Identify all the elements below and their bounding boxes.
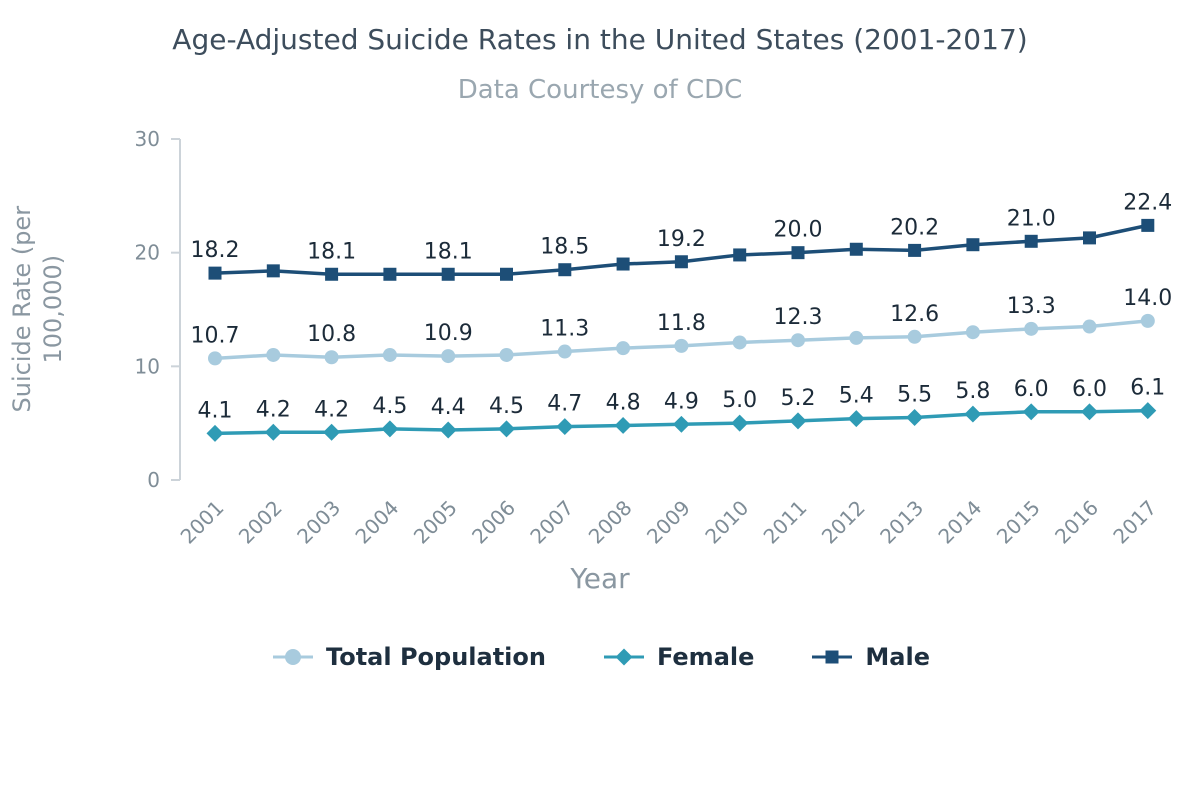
svg-text:2001: 2001 xyxy=(176,495,229,548)
svg-text:4.5: 4.5 xyxy=(489,393,524,418)
svg-text:4.2: 4.2 xyxy=(256,397,291,422)
svg-text:2015: 2015 xyxy=(992,495,1045,548)
svg-text:20.0: 20.0 xyxy=(774,217,823,242)
svg-text:20.2: 20.2 xyxy=(890,215,939,240)
svg-text:2005: 2005 xyxy=(409,495,462,548)
svg-text:4.2: 4.2 xyxy=(314,397,349,422)
svg-text:18.1: 18.1 xyxy=(424,239,473,264)
svg-text:2012: 2012 xyxy=(817,495,870,548)
svg-text:2004: 2004 xyxy=(350,495,403,548)
svg-text:5.0: 5.0 xyxy=(722,388,757,413)
svg-text:6.0: 6.0 xyxy=(1014,376,1049,401)
svg-text:13.3: 13.3 xyxy=(1007,293,1056,318)
svg-text:2007: 2007 xyxy=(525,495,578,548)
svg-text:18.5: 18.5 xyxy=(540,234,589,259)
legend-label-total-population: Total Population xyxy=(326,642,546,671)
svg-text:4.7: 4.7 xyxy=(547,391,582,416)
legend: Total Population Female Male xyxy=(0,643,1200,671)
svg-text:2017: 2017 xyxy=(1108,495,1161,548)
svg-text:4.4: 4.4 xyxy=(431,395,466,420)
svg-text:5.8: 5.8 xyxy=(955,379,990,404)
svg-text:10.9: 10.9 xyxy=(424,321,473,346)
series-male xyxy=(208,218,1155,281)
svg-text:0: 0 xyxy=(147,468,160,492)
svg-text:2010: 2010 xyxy=(700,495,753,548)
svg-text:5.5: 5.5 xyxy=(897,382,932,407)
svg-text:2014: 2014 xyxy=(933,495,986,548)
circle-marker-icon xyxy=(273,648,314,665)
svg-text:10.7: 10.7 xyxy=(191,323,240,348)
svg-text:2008: 2008 xyxy=(584,495,637,548)
svg-text:11.3: 11.3 xyxy=(540,316,589,341)
svg-text:2013: 2013 xyxy=(875,495,928,548)
svg-text:12.6: 12.6 xyxy=(890,301,939,326)
x-axis-label: Year xyxy=(570,561,630,595)
svg-text:4.9: 4.9 xyxy=(664,389,699,414)
series-female xyxy=(206,401,1157,442)
legend-item-female[interactable]: Female xyxy=(601,643,754,671)
svg-text:11.8: 11.8 xyxy=(657,310,706,335)
legend-label-male: Male xyxy=(865,642,930,671)
series-labels-total-population: 10.7 10.8 10.9 11.3 11.8 12.3 12.6 13.3 14.0 xyxy=(191,285,1173,348)
legend-label-female: Female xyxy=(656,642,755,671)
chart-subtitle: Data Courtesy of CDC xyxy=(457,74,743,105)
svg-text:4.8: 4.8 xyxy=(606,390,641,415)
svg-text:2003: 2003 xyxy=(292,495,345,548)
svg-text:12.3: 12.3 xyxy=(774,305,823,330)
svg-text:18.1: 18.1 xyxy=(307,239,356,264)
svg-text:6.1: 6.1 xyxy=(1130,375,1165,400)
diamond-marker-icon xyxy=(603,648,644,666)
svg-text:2006: 2006 xyxy=(467,495,520,548)
svg-text:4.1: 4.1 xyxy=(198,398,233,423)
svg-text:6.0: 6.0 xyxy=(1072,376,1107,401)
svg-text:18.2: 18.2 xyxy=(191,238,240,263)
svg-text:4.5: 4.5 xyxy=(372,393,407,418)
svg-text:2016: 2016 xyxy=(1050,495,1103,548)
chart-title: Age-Adjusted Suicide Rates in the United… xyxy=(172,23,1028,56)
svg-text:5.4: 5.4 xyxy=(839,383,874,408)
y-axis: 0 10 20 30 xyxy=(135,127,181,492)
series-total-population xyxy=(208,313,1155,365)
x-axis-ticks: 2001 2002 2003 2004 2005 2006 2007 2008 2009 2010… xyxy=(176,495,1162,548)
series-labels-female: 4.1 4.2 4.2 4.5 4.4 4.5 4.7 4.8 4.9 5.0 5.2 5.4 5.5 5… xyxy=(198,375,1166,423)
svg-text:2011: 2011 xyxy=(759,495,812,548)
square-marker-icon xyxy=(812,650,853,664)
svg-text:2002: 2002 xyxy=(234,495,287,548)
svg-text:21.0: 21.0 xyxy=(1007,206,1056,231)
plot-wrap: Suicide Rate (per 100,000) 0 10 20 30 2001 20… xyxy=(0,113,1200,558)
legend-item-total-population[interactable]: Total Population xyxy=(270,643,546,671)
svg-text:10.8: 10.8 xyxy=(307,322,356,347)
svg-text:14.0: 14.0 xyxy=(1123,285,1172,310)
svg-text:20: 20 xyxy=(135,240,160,264)
legend-item-male[interactable]: Male xyxy=(809,643,930,671)
svg-text:5.2: 5.2 xyxy=(781,385,816,410)
svg-text:2009: 2009 xyxy=(642,495,695,548)
series-labels-male: 18.2 18.1 18.1 18.5 19.2 20.0 20.2 21.0 22.4 xyxy=(191,190,1173,264)
svg-text:30: 30 xyxy=(135,127,160,151)
svg-text:19.2: 19.2 xyxy=(657,226,706,251)
svg-text:10: 10 xyxy=(135,354,160,378)
svg-text:22.4: 22.4 xyxy=(1123,190,1172,215)
